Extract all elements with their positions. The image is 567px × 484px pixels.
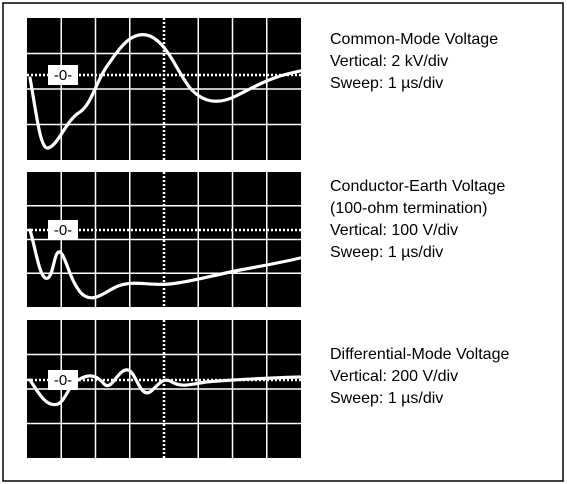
zero-label: -0- bbox=[54, 222, 72, 239]
scopes: -0- -0- -0- bbox=[27, 18, 301, 458]
caption-line: Vertical: 2 kV/div bbox=[330, 53, 448, 70]
zero-label: -0- bbox=[54, 67, 72, 84]
zero-label: -0- bbox=[54, 372, 72, 389]
caption-line: (100-ohm termination) bbox=[330, 200, 487, 217]
caption-line: Sweep: 1 µs/div bbox=[330, 390, 443, 407]
caption-line: Common-Mode Voltage bbox=[330, 31, 498, 48]
figure: -0- -0- -0- Common-Mode Voltage Vertical: 2… bbox=[0, 0, 567, 484]
caption-line: Sweep: 1 µs/div bbox=[330, 244, 443, 261]
captions: Common-Mode Voltage Vertical: 2 kV/div Swe… bbox=[330, 31, 509, 407]
caption-line: Vertical: 200 V/div bbox=[330, 368, 458, 385]
caption-line: Sweep: 1 µs/div bbox=[330, 75, 443, 92]
caption-line: Differential-Mode Voltage bbox=[330, 346, 509, 363]
caption-line: Conductor-Earth Voltage bbox=[330, 178, 505, 195]
caption-line: Vertical: 100 V/div bbox=[330, 222, 458, 239]
